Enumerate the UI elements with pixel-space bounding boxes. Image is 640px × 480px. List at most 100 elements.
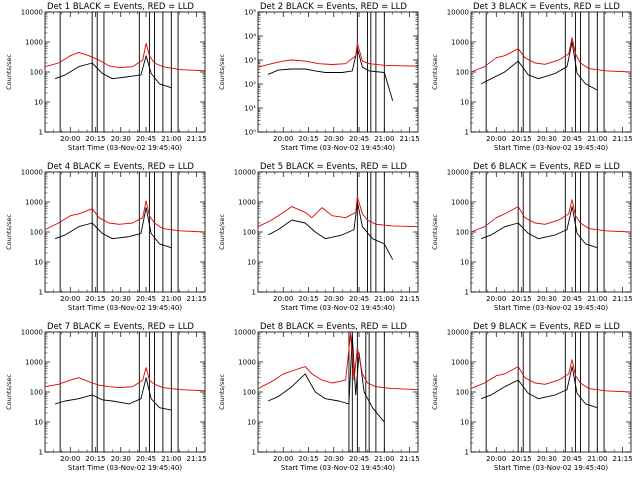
y-axis-label: Counts/sec <box>5 214 13 250</box>
lld-series-line <box>470 37 632 73</box>
events-series-line <box>54 207 172 249</box>
events-series-line <box>267 48 394 101</box>
x-tick-label: 20:15 <box>511 295 531 303</box>
y-tick-label: 100 <box>30 69 43 77</box>
detector-panel: Det 5 BLACK = Events, RED = LLD 1 10 100 100… <box>218 162 420 312</box>
panel-title: Det 9 BLACK = Events, RED = LLD <box>473 322 620 332</box>
y-tick-label: 10000 <box>447 329 469 337</box>
detector-panel: Det 9 BLACK = Events, RED = LLD 1 10 100 100… <box>431 322 633 472</box>
plot-frame <box>470 11 632 133</box>
y-tick-label: 1 <box>39 129 43 137</box>
x-tick-label: 20:15 <box>85 135 105 143</box>
y-tick-label: 100 <box>243 389 256 397</box>
y-tick-label: 10 <box>34 419 43 427</box>
plot-frame <box>257 331 419 453</box>
y-tick-label: 1 <box>39 289 43 297</box>
x-tick-label: 20:45 <box>136 135 156 143</box>
x-tick-label: 20:45 <box>349 455 369 463</box>
plot-frame <box>257 171 419 293</box>
events-series-line <box>480 366 598 409</box>
y-tick-label: 100 <box>456 229 469 237</box>
x-tick-label: 20:15 <box>511 135 531 143</box>
y-tick-label: 10000 <box>21 9 43 17</box>
y-axis-label: Counts/sec <box>431 54 439 90</box>
x-tick-label: 20:00 <box>486 295 506 303</box>
detector-panel: Det 7 BLACK = Events, RED = LLD 1 10 100 100… <box>5 322 207 472</box>
y-tick-label: 10000 <box>234 329 256 337</box>
y-tick-label: 100 <box>243 229 256 237</box>
x-tick-label: 20:15 <box>298 455 318 463</box>
x-tick-label: 20:45 <box>136 455 156 463</box>
x-tick-label: 21:00 <box>587 455 607 463</box>
y-tick-label: 10 <box>460 259 469 267</box>
y-axis-label: Counts/sec <box>218 374 226 410</box>
y-tick-label: 10 <box>247 259 256 267</box>
y-tick-label: 10000 <box>234 169 256 177</box>
x-axis-label: Start Time (03-Nov-02 19:45:40) <box>494 464 608 472</box>
y-tick-label: 10⁴ <box>244 33 256 41</box>
y-axis-label: Counts/sec <box>218 54 226 90</box>
x-tick-label: 20:30 <box>111 295 131 303</box>
detector-panel: Det 6 BLACK = Events, RED = LLD 1 10 100 100… <box>431 162 633 312</box>
lld-series-line <box>257 42 419 68</box>
x-tick-label: 20:00 <box>60 455 80 463</box>
x-axis-label: Start Time (03-Nov-02 19:45:40) <box>281 304 395 312</box>
events-series-line <box>267 201 394 260</box>
x-tick-label: 20:30 <box>111 135 131 143</box>
y-axis-label: Counts/sec <box>5 374 13 410</box>
y-tick-label: 100 <box>456 69 469 77</box>
y-tick-label: 10 <box>34 259 43 267</box>
plot-frame <box>44 331 206 453</box>
y-tick-label: 1 <box>465 449 469 457</box>
y-tick-label: 1000 <box>25 39 43 47</box>
x-axis-label: Start Time (03-Nov-02 19:45:40) <box>68 304 182 312</box>
events-series-line <box>267 334 385 423</box>
x-tick-label: 21:15 <box>186 455 206 463</box>
x-tick-label: 21:00 <box>374 455 394 463</box>
lld-series-line <box>257 332 419 391</box>
panel-title: Det 1 BLACK = Events, RED = LLD <box>47 2 194 12</box>
x-axis-label: Start Time (03-Nov-02 19:45:40) <box>281 464 395 472</box>
x-tick-label: 20:30 <box>537 295 557 303</box>
x-tick-label: 20:30 <box>537 135 557 143</box>
x-tick-label: 20:45 <box>349 135 369 143</box>
panel-title: Det 6 BLACK = Events, RED = LLD <box>473 162 620 172</box>
x-tick-label: 21:00 <box>161 295 181 303</box>
x-tick-label: 21:00 <box>374 295 394 303</box>
y-tick-label: 1 <box>252 289 256 297</box>
detector-panel: Det 4 BLACK = Events, RED = LLD 1 10 100 100… <box>5 162 207 312</box>
plot-frame <box>44 11 206 133</box>
plot-frame <box>470 331 632 453</box>
x-tick-label: 20:00 <box>60 295 80 303</box>
detector-panel: Det 3 BLACK = Events, RED = LLD 1 10 100 100… <box>431 2 633 152</box>
y-tick-label: 10⁵ <box>244 9 256 17</box>
y-tick-label: 10 <box>34 99 43 107</box>
y-tick-label: 1000 <box>25 359 43 367</box>
x-tick-label: 20:00 <box>273 295 293 303</box>
x-tick-label: 21:15 <box>399 295 419 303</box>
plot-frame <box>470 171 632 293</box>
x-tick-label: 21:15 <box>186 295 206 303</box>
y-tick-label: 10 <box>460 419 469 427</box>
lld-series-line <box>470 359 632 393</box>
x-tick-label: 21:15 <box>399 455 419 463</box>
x-axis-label: Start Time (03-Nov-02 19:45:40) <box>281 144 395 152</box>
y-tick-label: 10 <box>460 99 469 107</box>
x-tick-label: 20:45 <box>562 135 582 143</box>
x-tick-label: 20:15 <box>85 455 105 463</box>
detector-panel: Det 1 BLACK = Events, RED = LLD 1 10 100 100… <box>5 2 207 152</box>
y-tick-label: 10000 <box>21 329 43 337</box>
y-tick-label: 1000 <box>25 199 43 207</box>
y-tick-label: 10¹ <box>244 105 256 113</box>
x-tick-label: 21:00 <box>374 135 394 143</box>
lld-series-line <box>44 367 206 392</box>
x-tick-label: 21:00 <box>161 455 181 463</box>
lld-series-line <box>44 42 206 72</box>
panel-title: Det 5 BLACK = Events, RED = LLD <box>260 162 407 172</box>
y-tick-label: 1 <box>39 449 43 457</box>
lld-series-line <box>257 196 419 228</box>
y-tick-label: 1 <box>465 129 469 137</box>
plot-frame <box>257 11 419 133</box>
x-tick-label: 20:00 <box>486 135 506 143</box>
plot-frame <box>44 171 206 293</box>
